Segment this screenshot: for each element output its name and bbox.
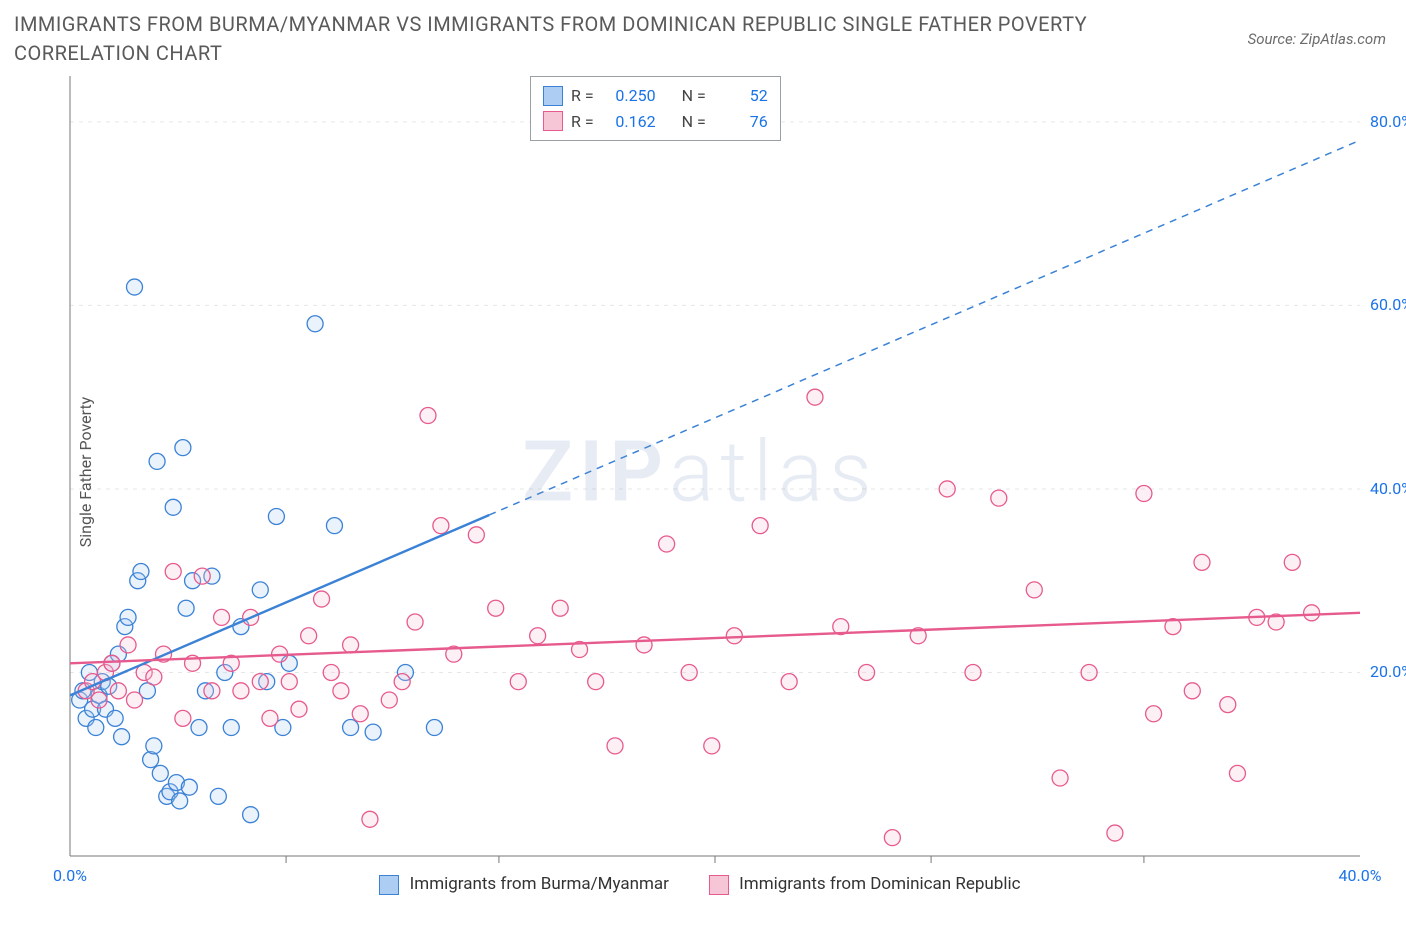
stat-n-value: 52 bbox=[714, 83, 768, 109]
stat-n-label: N = bbox=[682, 83, 706, 109]
swatch-icon bbox=[543, 111, 563, 131]
x-tick-label: 40.0% bbox=[1339, 866, 1382, 885]
legend-label: Immigrants from Burma/Myanmar bbox=[410, 874, 669, 894]
swatch-icon bbox=[709, 875, 729, 895]
legend-item-dominican: Immigrants from Dominican Republic bbox=[709, 874, 1021, 895]
stat-r-label: R = bbox=[571, 109, 594, 135]
y-tick-label: 40.0% bbox=[1370, 479, 1406, 498]
y-axis-label: Single Father Poverty bbox=[76, 397, 95, 548]
swatch-icon bbox=[543, 86, 563, 106]
stat-n-label: N = bbox=[682, 109, 706, 135]
y-tick-label: 80.0% bbox=[1370, 112, 1406, 131]
x-tick-label: 0.0% bbox=[53, 866, 87, 885]
stat-r-label: R = bbox=[571, 83, 594, 109]
swatch-icon bbox=[379, 875, 399, 895]
stats-row-burma: R = 0.250 N = 52 bbox=[543, 83, 768, 109]
scatter-plot bbox=[14, 76, 1386, 868]
legend-item-burma: Immigrants from Burma/Myanmar bbox=[379, 874, 669, 895]
stat-r-value: 0.162 bbox=[602, 109, 656, 135]
correlation-stats-box: R = 0.250 N = 52 R = 0.162 N = 76 bbox=[530, 76, 781, 141]
chart-title: IMMIGRANTS FROM BURMA/MYANMAR VS IMMIGRA… bbox=[14, 10, 1134, 68]
bottom-legend: Immigrants from Burma/Myanmar Immigrants… bbox=[14, 874, 1386, 895]
source-attribution: Source: ZipAtlas.com bbox=[1248, 30, 1386, 48]
y-tick-label: 60.0% bbox=[1370, 295, 1406, 314]
chart-area: Single Father Poverty ZIPatlas R = 0.250… bbox=[14, 76, 1386, 868]
stat-r-value: 0.250 bbox=[602, 83, 656, 109]
legend-label: Immigrants from Dominican Republic bbox=[739, 874, 1020, 894]
stat-n-value: 76 bbox=[714, 109, 768, 135]
y-tick-label: 20.0% bbox=[1370, 662, 1406, 681]
stats-row-dominican: R = 0.162 N = 76 bbox=[543, 109, 768, 135]
